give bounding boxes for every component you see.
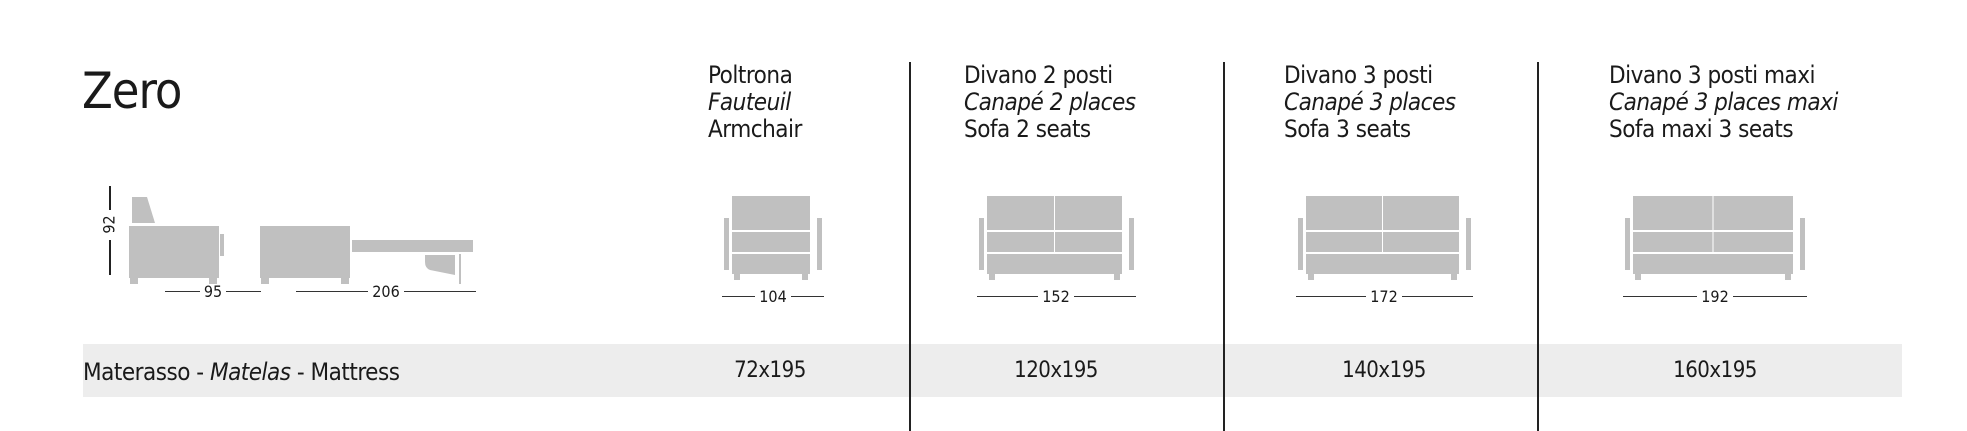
- sofa-part: [734, 274, 740, 280]
- sofa-part: [732, 254, 810, 274]
- side-view-drawing: [109, 186, 473, 284]
- column-divider: [909, 62, 911, 431]
- sofa-part: [1633, 232, 1713, 252]
- depth-dimension: 95: [165, 282, 261, 301]
- sofa-part: [1465, 218, 1471, 270]
- mattress-row-band: [83, 344, 1902, 397]
- sofa-part: [1297, 218, 1303, 270]
- width-dimension: 152: [976, 287, 1136, 306]
- sofa-front-icon: [1297, 196, 1471, 280]
- sofa-part: [1382, 196, 1459, 230]
- mattress-sofa-maxi: 160x195: [1673, 358, 1757, 383]
- sofa-part: [1450, 274, 1457, 280]
- sofa-front-icon: [1625, 196, 1805, 280]
- width-value: 192: [1701, 287, 1729, 306]
- sofa-part: [1113, 274, 1120, 280]
- width-value: 152: [1042, 287, 1070, 306]
- width-value: 104: [759, 287, 787, 306]
- sofa-part: [1713, 196, 1793, 230]
- sofa-part: [817, 218, 822, 270]
- sofa-part: [1128, 218, 1134, 270]
- width-dimension: 192: [1623, 287, 1807, 306]
- open-length-dimension: 206: [296, 282, 476, 301]
- sofa-part: [1305, 232, 1382, 252]
- sofa-part: [1633, 196, 1713, 230]
- header-sofa-3: Divano 3 posti Canapé 3 places Sofa 3 seat…: [1284, 61, 1456, 143]
- product-title: Zero: [82, 62, 182, 120]
- sofa-front-icon: [724, 196, 822, 280]
- sofa-part: [1800, 218, 1805, 270]
- sofa-part: [732, 232, 810, 252]
- sofa-part: [1305, 196, 1382, 230]
- sofa-part: [988, 274, 995, 280]
- sofa-part: [986, 196, 1054, 230]
- header-sofa-maxi: Divano 3 posti maxi Canapé 3 places maxi S…: [1609, 61, 1838, 143]
- height-dimension: 92: [99, 215, 119, 234]
- sofa-part: [1785, 274, 1791, 280]
- sofa-part: [1382, 232, 1459, 252]
- sofa-part: [1054, 232, 1122, 252]
- mattress-sofa-2: 120x195: [1014, 358, 1098, 383]
- sofa-part: [802, 274, 808, 280]
- mattress-sofa-3: 140x195: [1342, 358, 1426, 383]
- sofa-part: [1307, 274, 1314, 280]
- mattress-label: Materasso - Matelas - Mattress: [83, 358, 400, 386]
- sofa-part: [978, 218, 984, 270]
- column-divider: [1537, 62, 1539, 431]
- sofa-part: [1625, 218, 1630, 270]
- sofa-part: [732, 196, 810, 230]
- width-value: 172: [1370, 287, 1398, 306]
- sofa-part: [1633, 254, 1793, 274]
- sofa-part: [724, 218, 729, 270]
- sofa-part: [1305, 254, 1459, 274]
- width-dimension: 172: [1295, 287, 1473, 306]
- header-sofa-2: Divano 2 posti Canapé 2 places Sofa 2 seat…: [964, 61, 1136, 143]
- sofa-part: [1054, 196, 1122, 230]
- sofa-part: [1635, 274, 1641, 280]
- sofa-part: [986, 254, 1122, 274]
- sofa-part: [986, 232, 1054, 252]
- column-divider: [1223, 62, 1225, 431]
- sofa-front-icon: [978, 196, 1134, 280]
- header-armchair: Poltrona Fauteuil Armchair: [708, 61, 802, 143]
- mattress-armchair: 72x195: [734, 358, 806, 383]
- width-dimension: 104: [722, 287, 824, 306]
- sofa-part: [1713, 232, 1793, 252]
